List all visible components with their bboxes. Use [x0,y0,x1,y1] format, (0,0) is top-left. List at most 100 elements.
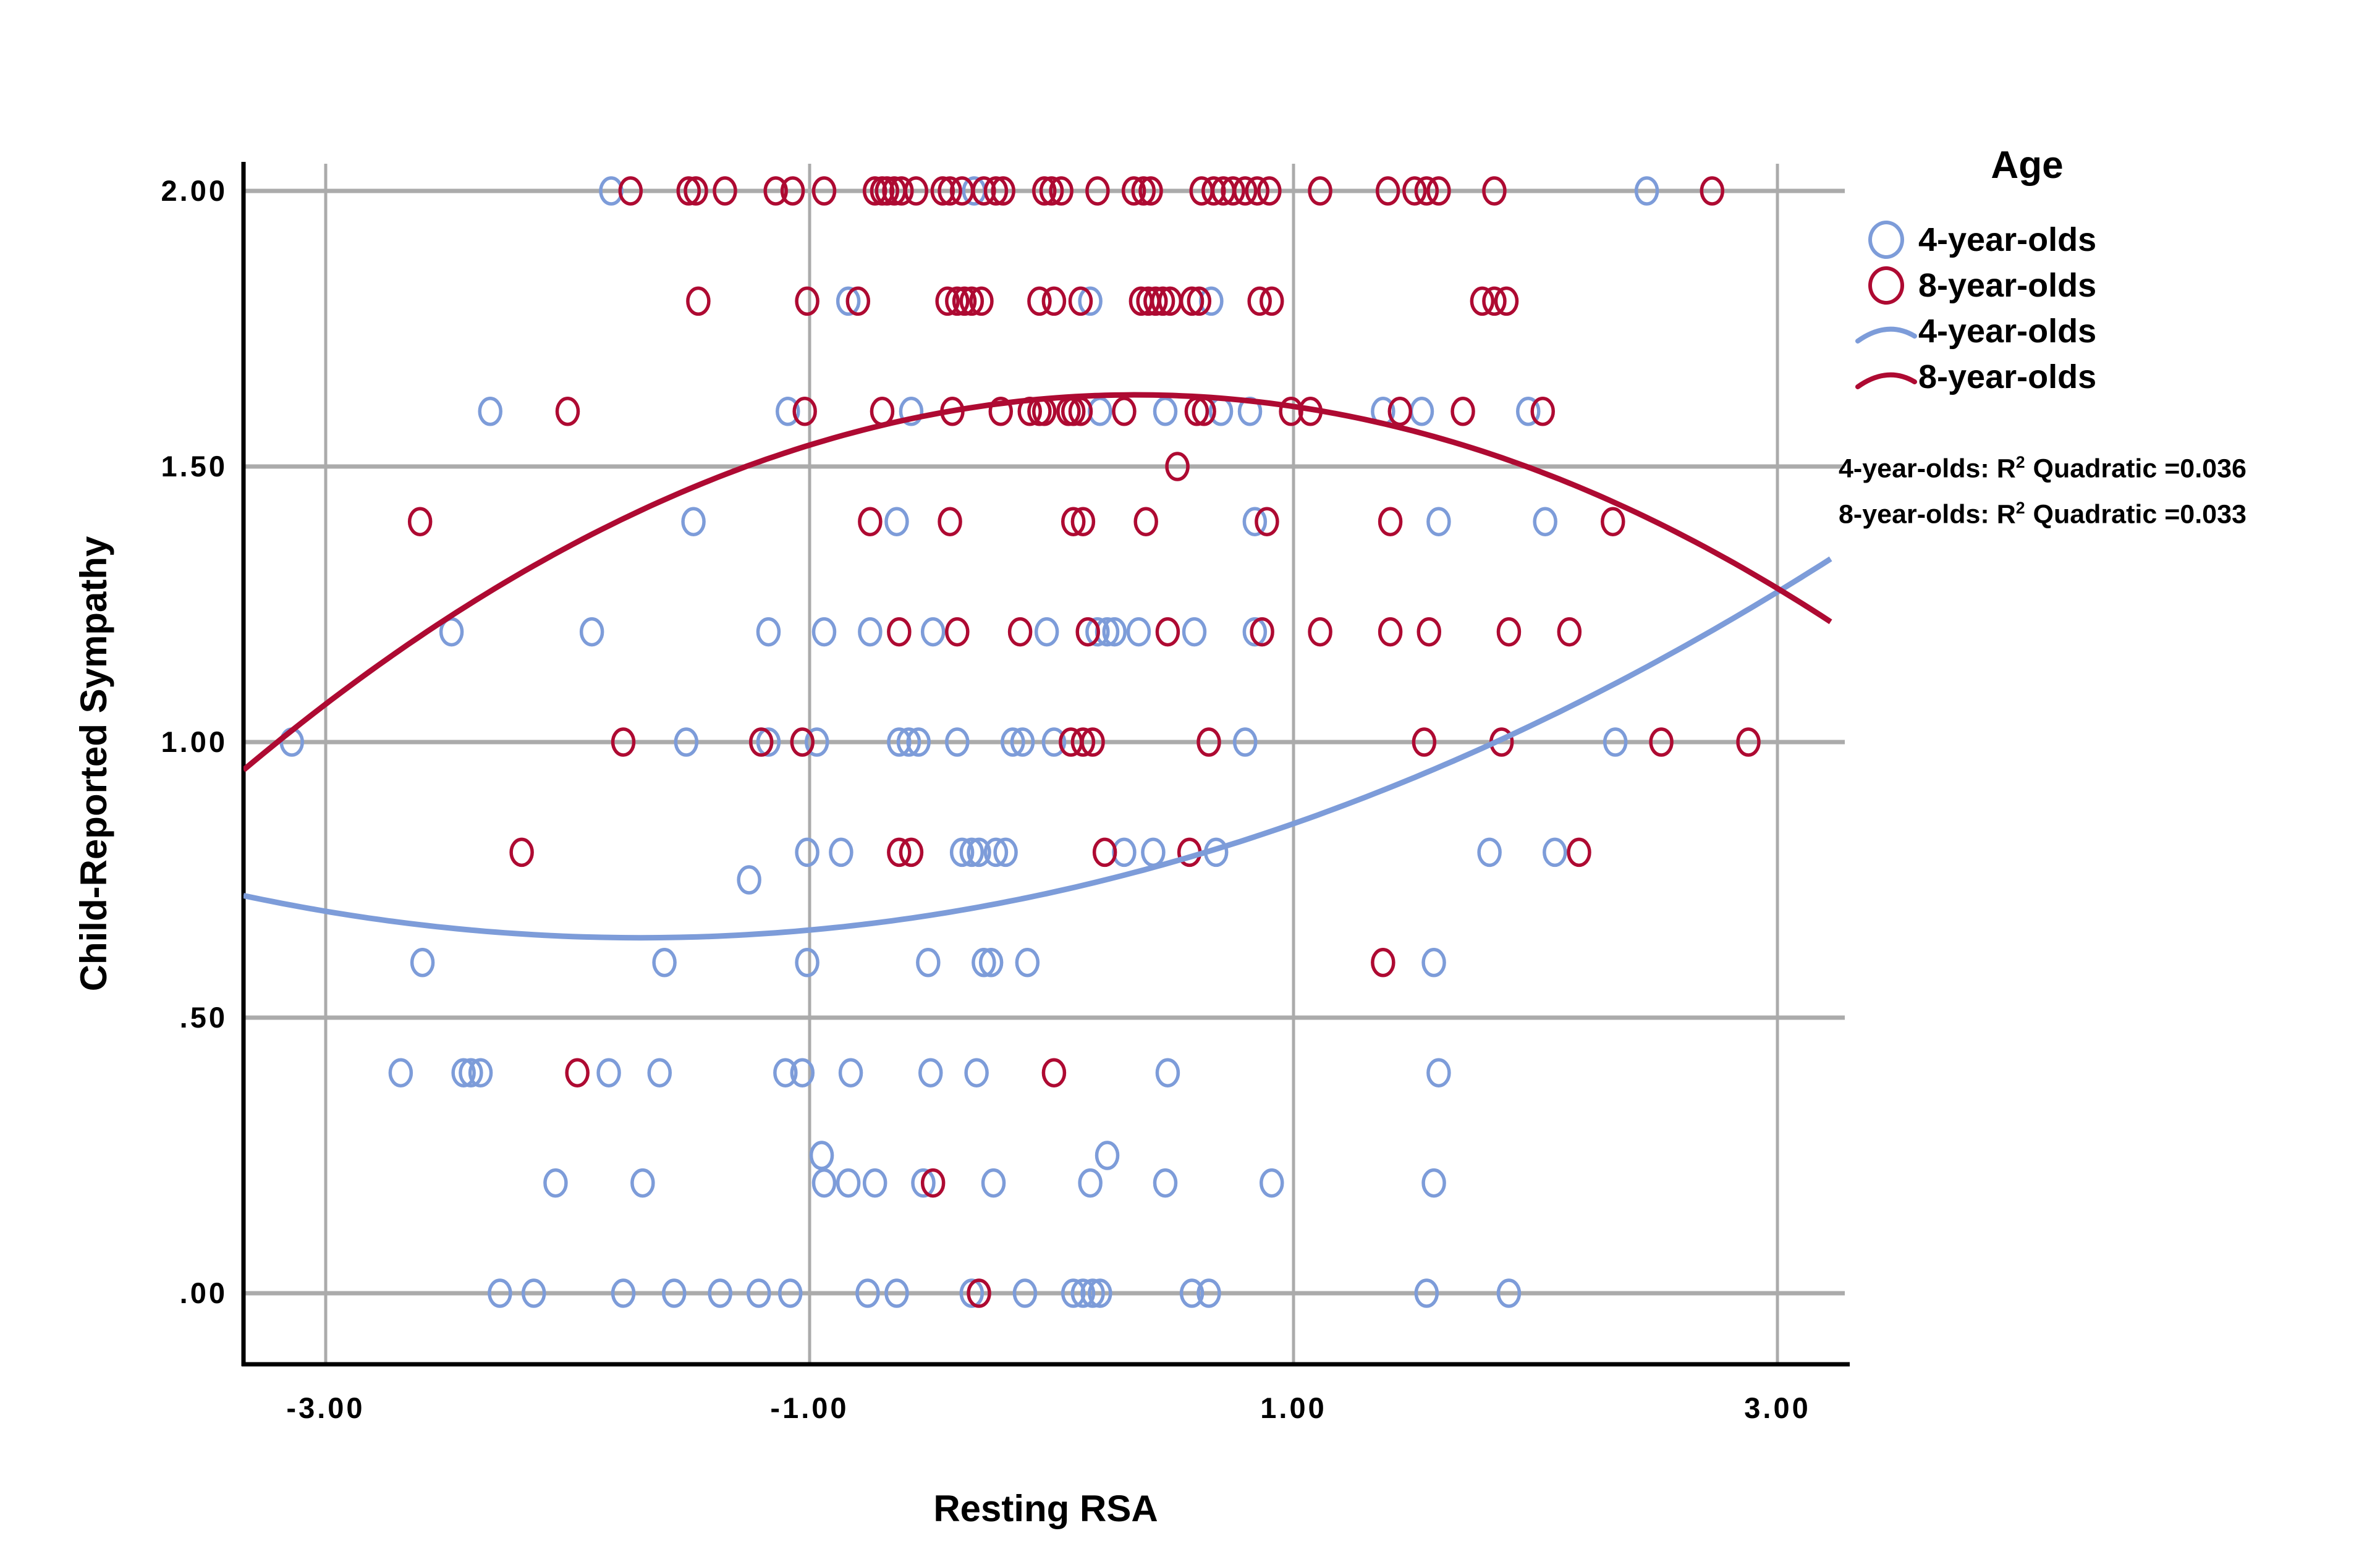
data-point [887,617,912,647]
data-point [945,617,970,647]
data-point [935,286,960,316]
data-point [1102,617,1127,647]
data-point [949,837,975,868]
data-point [1131,176,1156,206]
data-point [1402,176,1427,206]
data-point [845,286,871,316]
series-4-year-olds [279,176,1659,1308]
data-point [1250,617,1274,647]
data-point [993,837,1018,868]
data-point [959,837,985,868]
data-point [763,176,788,206]
data-point [1012,1278,1038,1308]
data-point [1049,176,1074,206]
data-point [407,507,433,536]
legend-item-label: 8-year-olds [1918,358,2097,395]
data-point [459,1058,483,1087]
data-point [1085,176,1110,206]
legend-item-label: 8-year-olds [1918,267,2097,304]
data-point [938,176,962,206]
legend-item-4yo-curve-row: 4-year-olds [1854,308,2096,354]
data-point [988,397,1014,426]
legend-curve-marker-red-icon [1854,360,1918,394]
data-point [858,507,883,536]
data-point [855,1278,880,1308]
data-point [713,176,737,206]
data-point [1557,617,1582,647]
data-point [1150,286,1175,316]
data-point [1165,452,1190,481]
data-point [1092,837,1117,868]
data-point [983,837,1009,868]
data-point [509,837,534,868]
data-point [1260,1168,1284,1198]
data-point [1121,176,1146,206]
data-point [920,617,946,647]
data-point [967,837,991,868]
data-point [747,1278,771,1308]
data-point [521,1278,546,1308]
data-point [1007,617,1033,647]
data-point [1078,286,1103,316]
data-point [756,617,781,647]
data-point [1426,176,1451,206]
data-point [488,1278,512,1308]
fit-curve-4-year-olds [244,556,1832,941]
legend: 4-year-olds 8-year-olds 4-year-olds 8-ye… [1854,217,2096,400]
data-point [1070,1278,1096,1308]
data-point [1496,617,1522,647]
data-point [1068,286,1093,316]
legend-circle-marker-blue-icon [1854,221,1918,259]
data-point [1482,176,1507,206]
y-tick-label: 2.00 [161,174,227,207]
r-squared-8yo: 8-year-olds: R2 Quadratic =0.033 [1839,499,2247,530]
data-point [1494,286,1519,316]
data-point [938,507,962,536]
data-point [1426,507,1451,536]
data-point [1232,176,1258,206]
data-point [1260,286,1284,316]
data-point [1308,176,1332,206]
data-point [809,1141,834,1170]
data-point [1112,397,1137,426]
data-point [1232,727,1258,757]
data-point [1070,727,1096,757]
x-tick-label: 3.00 [1744,1391,1810,1424]
data-point [1010,727,1035,757]
data-point [662,1278,687,1308]
data-point [1409,397,1434,426]
data-point [1039,176,1064,206]
data-point [388,1058,413,1087]
data-point [959,1278,985,1308]
data-point [972,948,996,977]
data-point [811,1168,837,1198]
data-point [1530,397,1555,426]
y-axis-title: Child-Reported Sympathy [73,536,114,991]
data-point [652,948,677,977]
data-point [676,176,701,206]
data-point [1196,727,1221,757]
data-point [1155,617,1180,647]
data-point [1179,286,1205,316]
data-point [1308,617,1332,647]
data-point [1414,1278,1439,1308]
data-point [1736,727,1761,757]
data-point [1477,837,1502,868]
data-point [1221,176,1245,206]
data-point [737,865,761,895]
data-point [1378,507,1403,536]
data-point [969,286,994,316]
data-point [911,1168,936,1198]
data-point [896,727,921,757]
data-point [1700,176,1725,206]
data-point [889,176,914,206]
data-point [884,1278,909,1308]
data-point [945,286,970,316]
data-point [952,286,977,316]
data-point [1041,727,1067,757]
data-point [1141,837,1166,868]
data-point [1482,286,1507,316]
y-tick-label: .50 [180,1001,227,1034]
